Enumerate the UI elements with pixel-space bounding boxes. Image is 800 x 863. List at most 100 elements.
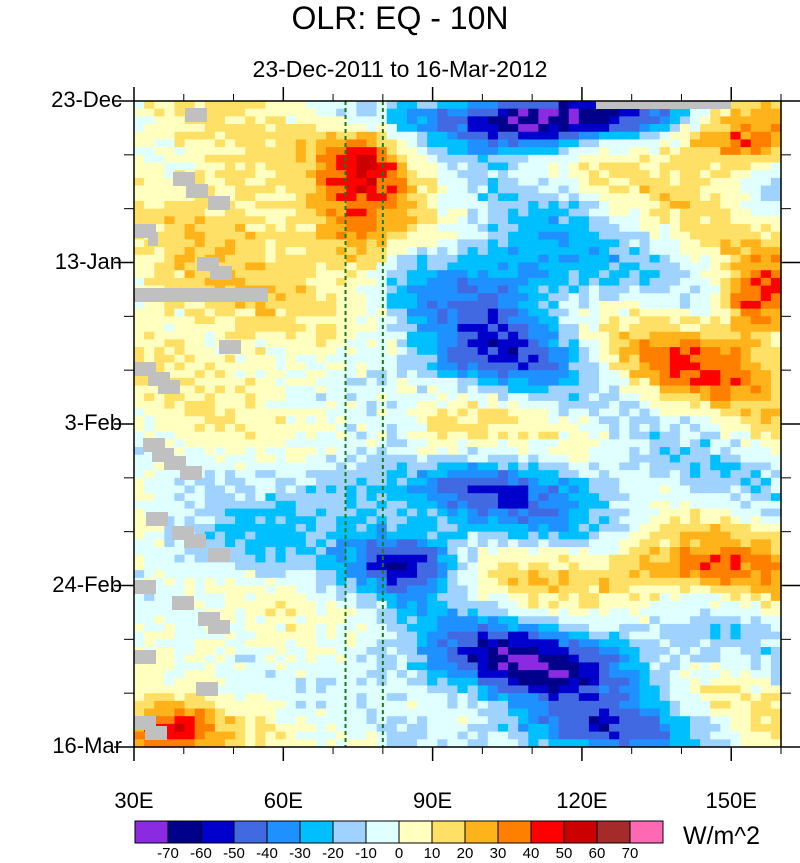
field-cell — [235, 377, 246, 387]
field-cell — [730, 154, 742, 164]
field-cell — [417, 216, 428, 225]
field-cell — [770, 500, 782, 510]
field-cell — [457, 154, 469, 164]
field-cell — [326, 608, 337, 617]
field-cell — [427, 485, 438, 494]
field-cell — [770, 470, 782, 479]
field-cell — [568, 485, 580, 494]
field-cell — [245, 508, 256, 517]
field-cell — [568, 623, 580, 633]
field-cell — [639, 162, 651, 171]
field-cell — [235, 508, 246, 517]
field-cell — [305, 531, 317, 540]
field-cell — [346, 523, 358, 533]
field-cell — [770, 662, 782, 671]
field-cell — [154, 685, 165, 694]
field-cell — [538, 300, 550, 310]
field-cell — [457, 654, 469, 663]
field-cell — [720, 177, 732, 187]
field-cell — [164, 200, 176, 210]
field-cell — [235, 247, 246, 256]
field-cell — [760, 316, 772, 325]
field-cell — [578, 393, 590, 402]
field-cell — [679, 300, 691, 310]
field-cell — [679, 131, 691, 141]
field-cell — [346, 623, 358, 633]
field-cell — [750, 677, 762, 687]
field-cell — [528, 200, 539, 210]
field-cell — [690, 339, 701, 348]
field-cell — [497, 500, 509, 510]
field-cell — [649, 493, 661, 502]
field-cell — [639, 693, 651, 702]
field-cell — [609, 416, 620, 425]
field-cell — [467, 324, 479, 333]
field-cell — [305, 347, 317, 356]
field-cell — [417, 593, 428, 602]
field-cell — [134, 493, 145, 502]
field-cell — [214, 600, 226, 610]
field-cell — [720, 516, 732, 525]
field-cell — [487, 639, 499, 648]
field-cell — [508, 385, 519, 394]
field-cell — [467, 670, 479, 679]
field-cell — [356, 224, 368, 233]
field-cell — [518, 439, 529, 448]
field-cell — [134, 101, 145, 110]
field-cell — [649, 293, 661, 302]
field-cell — [255, 608, 267, 617]
field-cell — [710, 262, 721, 271]
field-cell — [396, 585, 408, 594]
field-cell — [457, 523, 469, 533]
field-cell — [548, 554, 560, 564]
field-cell — [396, 416, 408, 425]
field-cell — [679, 470, 691, 479]
field-cell — [406, 270, 418, 279]
field-cell — [245, 623, 256, 633]
field-cell — [396, 485, 408, 494]
field-cell — [720, 147, 732, 156]
field-cell — [386, 577, 398, 587]
field-cell — [447, 431, 459, 440]
field-cell — [194, 670, 206, 679]
field-cell — [224, 331, 236, 340]
field-cell — [204, 508, 216, 517]
field-cell — [700, 431, 711, 440]
field-cell — [558, 377, 570, 387]
field-cell — [285, 608, 297, 617]
field-cell — [235, 516, 246, 525]
field-cell — [305, 631, 317, 640]
field-cell — [427, 354, 438, 364]
field-cell — [275, 147, 287, 156]
field-cell — [558, 500, 570, 510]
field-cell — [235, 493, 246, 502]
field-cell — [265, 462, 277, 471]
field-cell — [144, 454, 155, 464]
field-cell — [437, 231, 448, 241]
field-cell — [639, 477, 651, 487]
field-cell — [255, 193, 267, 202]
field-cell — [457, 554, 469, 564]
field-cell — [285, 400, 297, 410]
field-cell — [224, 101, 236, 110]
field-cell — [548, 424, 560, 433]
field-cell — [406, 477, 418, 487]
field-cell — [305, 354, 317, 364]
field-cell — [467, 262, 479, 271]
field-cell — [477, 262, 489, 271]
field-cell — [619, 124, 630, 133]
field-cell — [679, 654, 691, 663]
field-cell — [518, 270, 529, 279]
field-cell — [396, 623, 408, 633]
field-cell — [538, 116, 550, 125]
field-cell — [214, 224, 226, 233]
field-cell — [386, 631, 398, 640]
field-cell — [447, 331, 459, 340]
field-cell — [366, 139, 378, 148]
field-cell — [194, 300, 206, 310]
field-cell — [609, 247, 620, 256]
field-cell — [447, 116, 459, 125]
field-cell — [679, 385, 691, 394]
field-cell — [336, 593, 347, 602]
field-cell — [669, 154, 681, 164]
